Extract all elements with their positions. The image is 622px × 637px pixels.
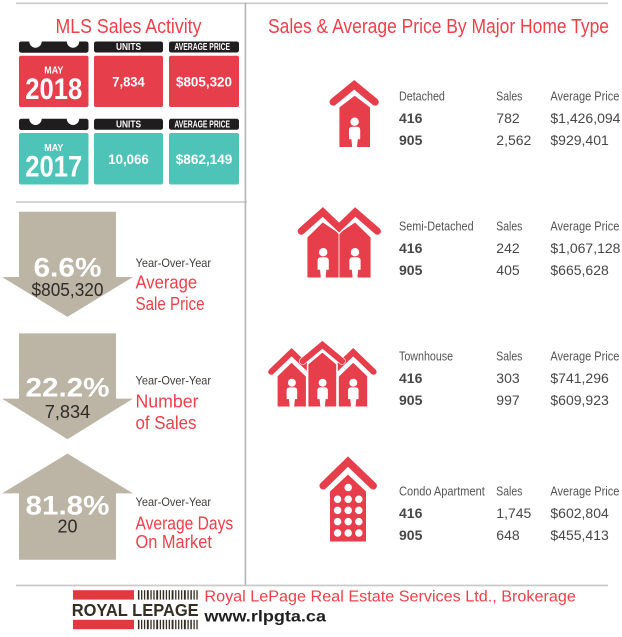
svg-text:$1,067,128: $1,067,128	[550, 240, 620, 256]
svg-text:Detached: Detached	[399, 89, 445, 103]
svg-text:$805,320: $805,320	[176, 74, 232, 90]
svg-text:AVERAGE PRICE: AVERAGE PRICE	[174, 42, 230, 53]
svg-text:$929,401: $929,401	[550, 132, 609, 148]
svg-text:6.6%: 6.6%	[34, 252, 102, 282]
svg-text:22.2%: 22.2%	[26, 372, 110, 402]
svg-text:905: 905	[399, 132, 423, 148]
svg-text:Sale Price: Sale Price	[136, 294, 205, 314]
svg-text:of Sales: of Sales	[136, 413, 197, 433]
svg-text:$455,413: $455,413	[550, 527, 609, 543]
svg-text:905: 905	[399, 392, 423, 408]
svg-text:905: 905	[399, 527, 423, 543]
svg-text:Sales: Sales	[496, 484, 522, 498]
svg-text:303: 303	[496, 370, 520, 386]
svg-text:782: 782	[496, 110, 520, 126]
svg-text:997: 997	[496, 392, 520, 408]
svg-text:$665,628: $665,628	[550, 262, 609, 278]
svg-text:Average: Average	[136, 272, 198, 292]
svg-text:Townhouse: Townhouse	[399, 349, 453, 363]
svg-text:Condo Apartment: Condo Apartment	[399, 484, 485, 498]
svg-text:10,066: 10,066	[108, 151, 149, 167]
svg-text:Sales: Sales	[496, 89, 522, 103]
svg-text:AVERAGE PRICE: AVERAGE PRICE	[174, 120, 230, 131]
svg-text:Average Price: Average Price	[550, 484, 619, 498]
svg-text:MAY: MAY	[44, 65, 63, 77]
svg-text:$741,296: $741,296	[550, 370, 609, 386]
svg-text:Royal LePage Real Estate Servi: Royal LePage Real Estate Services Ltd., …	[204, 589, 576, 606]
svg-text:2018: 2018	[25, 73, 82, 106]
svg-text:MLS Sales Activity: MLS Sales Activity	[56, 16, 202, 38]
svg-text:416: 416	[399, 505, 423, 521]
svg-text:20: 20	[58, 516, 78, 537]
svg-text:416: 416	[399, 240, 423, 256]
svg-text:7,834: 7,834	[45, 401, 91, 422]
svg-text:Average Price: Average Price	[550, 89, 619, 103]
svg-text:$602,804: $602,804	[550, 505, 609, 521]
svg-text:MAY: MAY	[44, 142, 63, 154]
svg-text:7,834: 7,834	[112, 74, 145, 90]
svg-text:UNITS: UNITS	[116, 120, 141, 131]
svg-text:405: 405	[496, 262, 520, 278]
svg-text:2,562: 2,562	[496, 132, 531, 148]
svg-text:ROYAL LEPAGE: ROYAL LEPAGE	[72, 600, 199, 620]
svg-text:2017: 2017	[25, 151, 82, 184]
svg-text:$1,426,094: $1,426,094	[550, 110, 620, 126]
svg-text:Sales: Sales	[496, 219, 522, 233]
svg-text:81.8%: 81.8%	[26, 491, 110, 521]
svg-text:Average Price: Average Price	[550, 219, 619, 233]
svg-text:Number: Number	[136, 392, 199, 412]
svg-text:UNITS: UNITS	[116, 42, 141, 53]
svg-text:Average Days: Average Days	[136, 514, 234, 534]
svg-text:1,745: 1,745	[496, 505, 531, 521]
svg-text:Sales: Sales	[496, 349, 522, 363]
svg-text:Year-Over-Year: Year-Over-Year	[136, 256, 212, 270]
svg-text:www.rlpgta.ca: www.rlpgta.ca	[203, 609, 326, 626]
svg-text:905: 905	[399, 262, 423, 278]
svg-text:$609,923: $609,923	[550, 392, 609, 408]
svg-text:242: 242	[496, 240, 520, 256]
svg-text:Year-Over-Year: Year-Over-Year	[136, 373, 212, 387]
svg-text:648: 648	[496, 527, 520, 543]
svg-text:$805,320: $805,320	[32, 279, 104, 300]
svg-text:416: 416	[399, 110, 423, 126]
svg-text:Sales & Average Price By Major: Sales & Average Price By Major Home Type	[268, 16, 609, 38]
svg-text:$862,149: $862,149	[176, 151, 233, 167]
svg-text:On Market: On Market	[136, 532, 212, 552]
svg-text:416: 416	[399, 370, 423, 386]
svg-text:Average Price: Average Price	[550, 349, 619, 363]
svg-text:Semi-Detached: Semi-Detached	[399, 219, 474, 233]
svg-text:Year-Over-Year: Year-Over-Year	[136, 495, 212, 509]
